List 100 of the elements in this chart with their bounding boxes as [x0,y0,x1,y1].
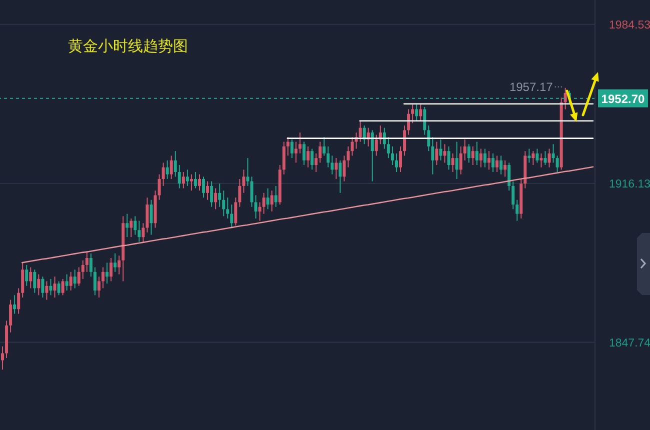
candlestick [411,104,414,124]
candlestick [194,172,197,189]
candlestick [254,194,258,219]
candlestick [512,180,515,210]
candlestick [528,148,531,164]
candlestick [250,176,254,208]
candlestick [57,280,60,296]
candlestick [302,141,306,166]
candlestick [210,180,214,208]
candlestick [146,197,149,233]
candlestick [41,276,44,298]
candlestick [491,152,494,172]
candlestick [130,218,133,238]
candlestick [447,146,450,170]
candlestick [170,155,173,180]
candlestick [258,202,262,222]
candlestick [81,260,84,280]
candlestick [206,180,210,200]
candlestick [102,266,105,289]
candlestick [150,199,153,236]
candlestick [298,132,302,154]
candlestick [399,146,402,172]
candlestick [110,258,113,282]
text: 黄金小时线趋势图 [68,36,188,56]
candlestick [21,262,24,298]
candlestick [386,136,390,159]
candlestick [471,146,474,166]
candlestick [162,162,165,186]
candlestick [186,169,189,186]
candlestick [178,164,181,189]
candlestick [9,299,12,333]
candlestick [314,152,318,172]
candlestick [65,274,68,292]
candlestick [318,141,322,164]
candlestick [25,264,28,286]
candlestick [126,213,129,238]
candlestick [270,190,274,212]
candlestick [198,174,201,192]
candlestick [142,222,145,242]
candlestick [33,269,36,294]
candlestick [443,144,446,164]
candlestick [266,188,270,210]
candlestick [37,274,40,296]
candlestick [61,278,64,296]
candlestick [467,144,470,164]
candlestick [1,346,4,370]
candlestick [246,158,250,186]
candlestick [564,87,567,110]
candlestick [13,294,16,314]
candlestick [274,185,278,208]
candlestick [544,150,547,166]
candlestick [330,155,334,175]
candlestick [166,160,169,180]
candlestick [158,174,161,200]
candlestick [310,148,314,170]
y-tick-label: 1847.74 [609,337,650,350]
candlestick [338,160,342,194]
candlestick [134,216,137,236]
candlestick [218,183,222,208]
candlestick [294,141,298,164]
candlestick [77,266,80,286]
candlestick [202,176,206,198]
candlestick [427,125,430,152]
candlestick [238,178,242,208]
candlestick [358,120,362,142]
y-tick-label: 1916.13 [609,178,650,190]
candlestick [342,155,346,182]
candlestick [89,252,92,278]
candlestick [479,148,482,168]
candlestick [182,172,185,189]
candlestick [190,174,193,192]
candlestick [556,155,559,172]
candlestick [394,152,398,172]
y-tick-label: 1984.53 [609,19,650,32]
candlestick [322,136,326,156]
candlestick [463,138,466,161]
candlestick [487,150,490,170]
candlestick [350,136,354,156]
candlestick [234,197,238,226]
annotation: 1957.17 [509,80,554,94]
candlestick [326,146,330,168]
candlestick [53,276,56,298]
candlestick [500,155,503,175]
candlestick [459,146,462,175]
candlestick [85,250,88,272]
candlestick [290,138,294,159]
candlestick [370,130,374,182]
candlestick [439,138,442,161]
candlestick [69,271,72,292]
candlestick [286,136,290,156]
candlestick [451,152,454,172]
candlestick [262,192,266,214]
candlestick [97,276,100,298]
candlestick [552,144,555,164]
candlestick [346,146,350,168]
candlestick [306,146,310,168]
candlestick [17,288,20,314]
candlestick [536,148,539,164]
candlestick [403,125,406,156]
ref-line-label: 1952.70 [601,92,646,106]
